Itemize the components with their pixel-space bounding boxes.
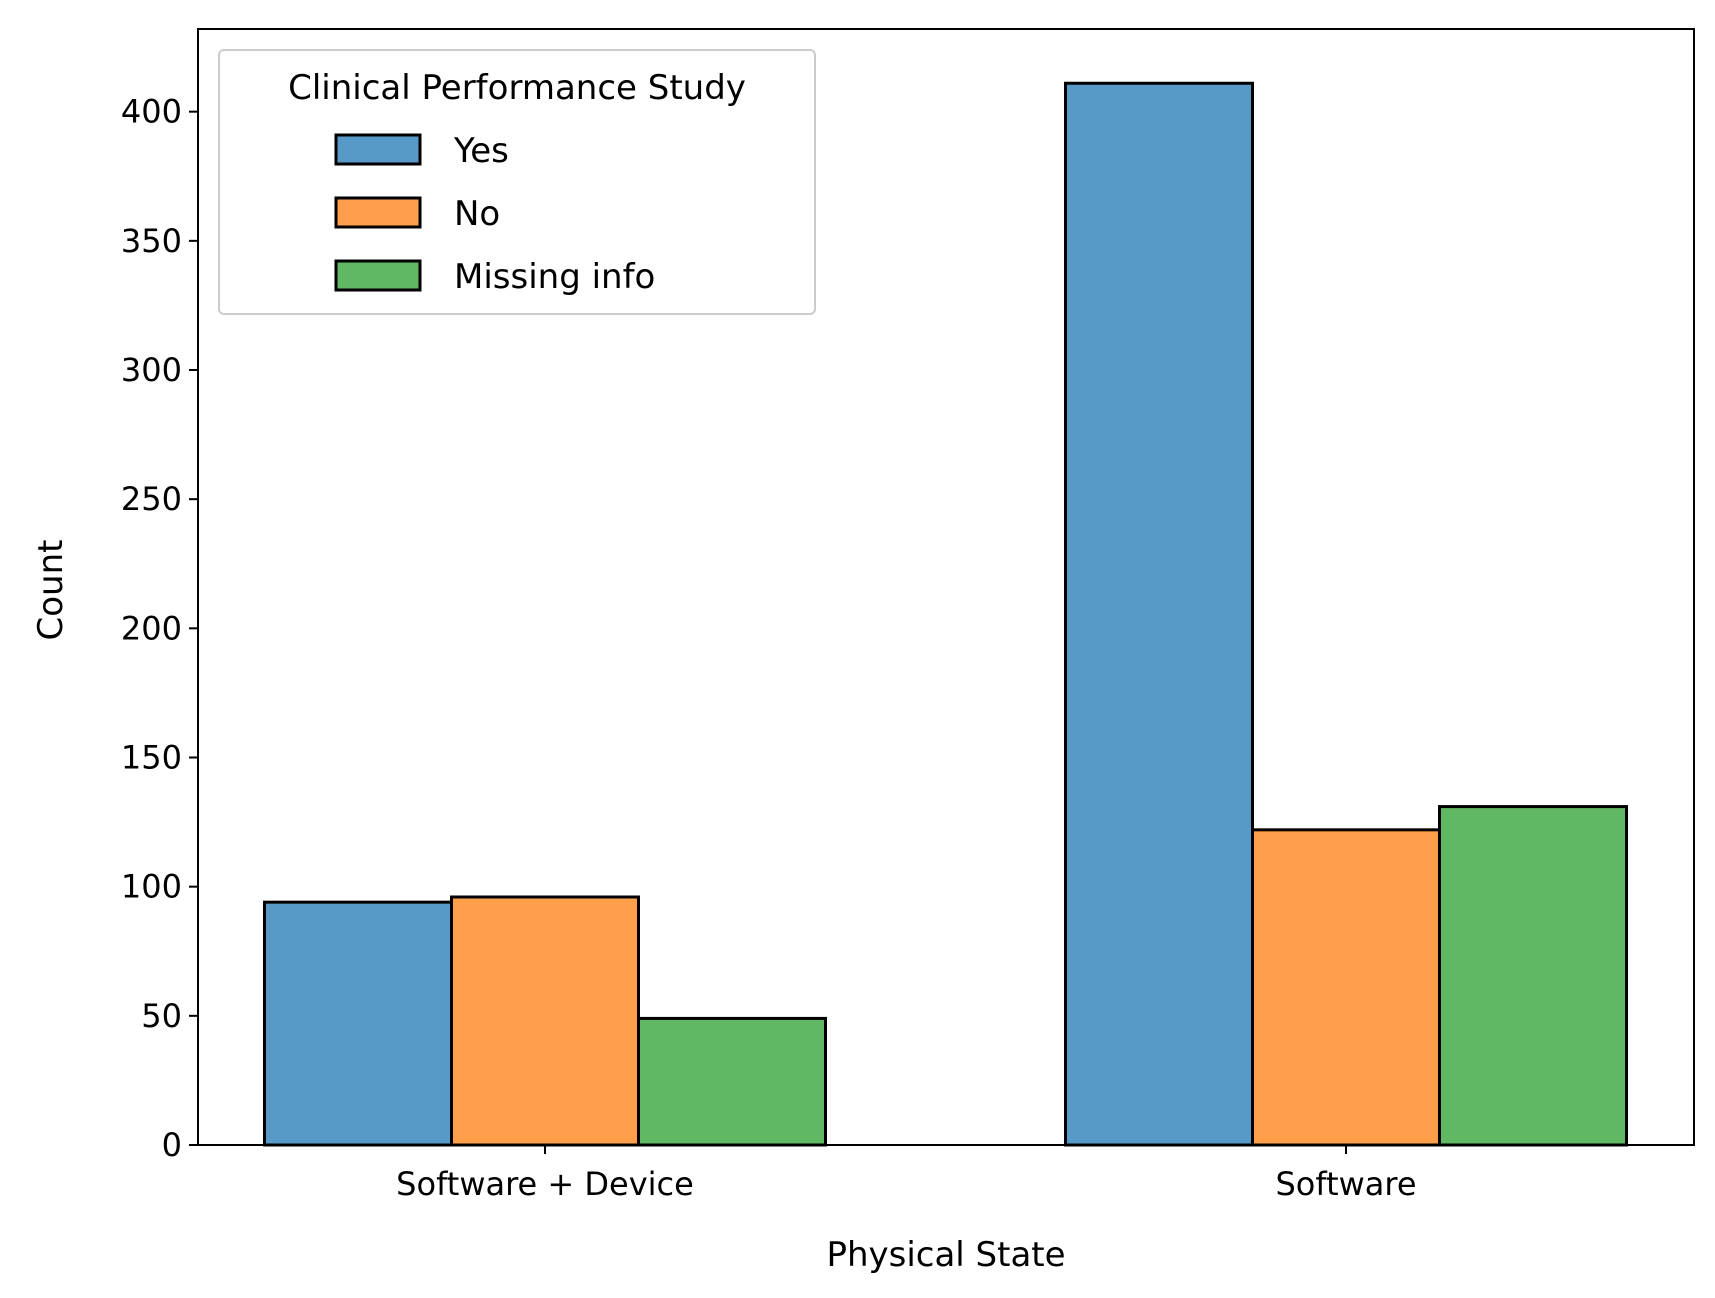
- bars-layer: [263, 81, 1628, 1147]
- legend-swatch-no: [334, 196, 422, 229]
- x-tick-label: Software + Device: [396, 1165, 694, 1203]
- bar-missing-info-software: [1438, 805, 1628, 1147]
- y-tick-label: 200: [121, 609, 182, 647]
- y-axis-label: Count: [31, 540, 71, 641]
- legend-box: [218, 49, 816, 315]
- legend: Clinical Performance Study Yes No Missing …: [218, 49, 816, 315]
- y-tick-label: 0: [162, 1126, 182, 1164]
- legend-swatch-yes: [334, 133, 422, 166]
- legend-swatch-missing-info: [334, 259, 422, 292]
- y-axis: 0 50 100 150 200 250 300 350 400: [121, 93, 198, 1164]
- legend-label: No: [454, 194, 500, 234]
- bar-yes-software-device: [263, 900, 453, 1147]
- y-tick-label: 250: [121, 480, 182, 518]
- y-tick-label: 400: [121, 93, 182, 131]
- legend-label: Missing info: [454, 257, 655, 297]
- x-axis-label: Physical State: [826, 1235, 1065, 1275]
- y-tick-label: 150: [121, 739, 182, 777]
- y-tick-label: 350: [121, 222, 182, 260]
- y-tick-label: 100: [121, 868, 182, 906]
- y-tick-label: 50: [141, 997, 182, 1035]
- bar-no-software-device: [450, 895, 640, 1147]
- bar-no-software: [1251, 828, 1441, 1147]
- legend-title: Clinical Performance Study: [288, 68, 746, 108]
- legend-entries: Yes No Missing info: [334, 131, 655, 297]
- x-tick-label: Software: [1275, 1165, 1416, 1203]
- plot-frame: [197, 28, 1695, 1146]
- bar-yes-software: [1064, 81, 1254, 1147]
- bar-missing-info-software-device: [637, 1016, 827, 1147]
- y-tick-label: 300: [121, 351, 182, 389]
- x-axis: Software + Device Software: [396, 1145, 1417, 1203]
- legend-label: Yes: [453, 131, 509, 171]
